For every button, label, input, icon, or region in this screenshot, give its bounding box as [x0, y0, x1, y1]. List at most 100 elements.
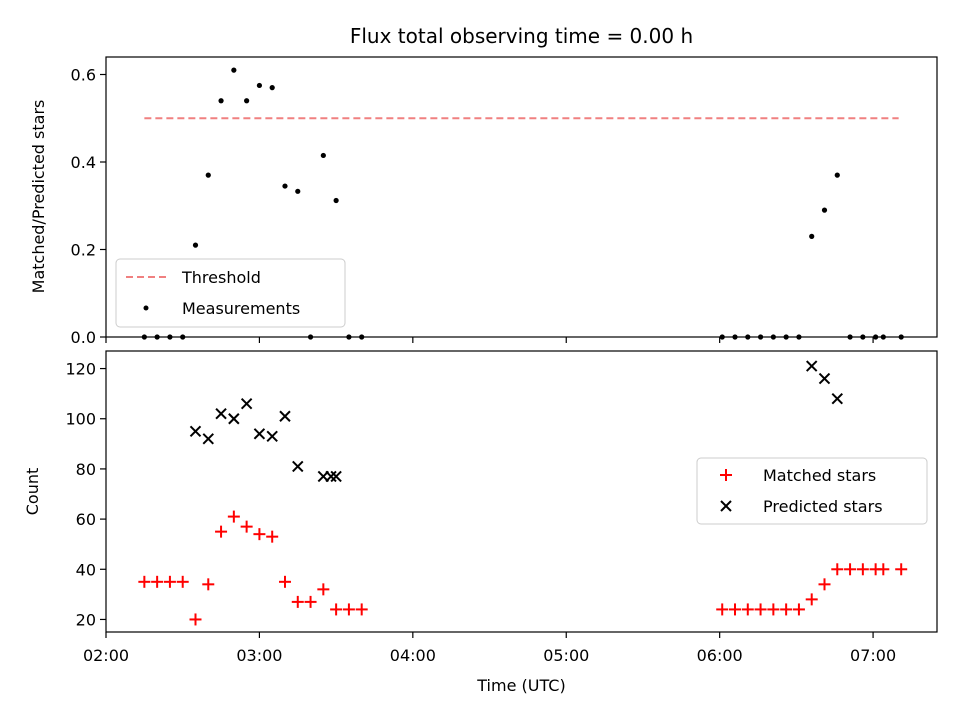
matched-stars-point [291, 595, 304, 608]
measurement-point [231, 67, 237, 73]
matched-stars-point [792, 603, 805, 616]
matched-stars-point [330, 603, 343, 616]
matched-stars-point [266, 530, 279, 543]
measurement-point [809, 233, 815, 239]
predicted-stars-point [325, 470, 337, 483]
measurement-point [256, 82, 263, 89]
matched-stars-point [831, 563, 844, 576]
predicted-stars-point [818, 372, 831, 385]
top-chart-title: Flux total observing time = 0.00 h [350, 24, 693, 48]
legend-predicted-label: Predicted stars [763, 497, 883, 516]
legend-predicted-swatch [720, 500, 732, 512]
matched-stars-point [189, 613, 202, 626]
matched-stars-point [215, 525, 228, 538]
measurement-point [320, 152, 326, 159]
x-tick-label: 03:00 [236, 646, 282, 665]
matched-stars-point [729, 603, 742, 616]
bottom-y-ticks: 20 40 60 80 100 120 [65, 360, 106, 629]
x-tick-label: 02:00 [83, 646, 129, 665]
y-tick-label: 40 [76, 560, 96, 579]
matched-stars-point [176, 575, 189, 588]
predicted-stars-point [292, 460, 304, 473]
bottom-legend-box [696, 457, 928, 525]
bottom-x-ticks: 02:00 03:00 04:00 05:00 06:00 07:00 [83, 632, 896, 665]
measurement-point [205, 172, 211, 178]
measurement-point [295, 188, 301, 194]
x-tick-label: 06:00 [697, 646, 743, 665]
predicted-stars-point [266, 430, 278, 443]
matched-stars-point [278, 575, 291, 588]
top-y-ticks: 0.0 0.2 0.4 0.6 [71, 66, 106, 347]
predicted-stars-point [215, 408, 227, 420]
measurement-point [821, 207, 828, 213]
top-legend-box [115, 258, 346, 328]
bottom-legend: Matched stars Predicted stars [696, 457, 928, 525]
matched-stars-point [767, 603, 780, 616]
matched-stars-point [138, 575, 151, 588]
matched-stars-point [317, 583, 330, 596]
predicted-stars-point [831, 392, 843, 405]
legend-measurements-swatch [143, 305, 149, 311]
measurement-point [244, 98, 250, 104]
matched-stars-point [856, 563, 869, 576]
matched-stars-point [355, 603, 368, 616]
bottom-plot-area [138, 360, 908, 626]
matched-stars-point [780, 603, 793, 616]
matched-stars-point [895, 563, 908, 576]
top-axes-frame [105, 56, 938, 338]
top-panel: Flux total observing time = 0.00 h Match… [29, 24, 938, 347]
legend-matched-label: Matched stars [763, 466, 876, 485]
legend-threshold-label: Threshold [181, 268, 261, 287]
y-tick-label: 0.0 [71, 328, 96, 347]
matched-stars-point [342, 603, 355, 616]
matched-stars-point [754, 603, 767, 616]
predicted-stars-point [806, 360, 818, 372]
matched-stars-point [163, 575, 176, 588]
predicted-stars-point [189, 425, 202, 437]
x-tick-label: 04:00 [390, 646, 436, 665]
top-x-ticks [105, 337, 874, 343]
y-tick-label: 0.6 [71, 66, 96, 85]
matched-stars-point [877, 563, 890, 576]
predicted-stars-point [253, 428, 266, 440]
measurement-point [269, 85, 275, 91]
y-tick-label: 20 [76, 610, 96, 629]
matched-stars-point [805, 593, 818, 606]
top-legend: Threshold Measurements [115, 258, 346, 328]
y-tick-label: 80 [76, 460, 96, 479]
measurement-point [282, 183, 288, 189]
bottom-axes-frame [105, 350, 938, 633]
matched-stars-point [202, 578, 215, 591]
matched-stars-point [304, 595, 317, 608]
bottom-panel: Count Time (UTC) 20 40 60 80 100 120 02:00 03:… [23, 350, 938, 695]
predicted-stars-point [240, 397, 253, 410]
bottom-y-axis-label: Count [23, 468, 42, 516]
matched-stars-point [253, 528, 266, 541]
matched-stars-point [151, 575, 164, 588]
predicted-stars-point [202, 433, 214, 445]
matched-stars-point [741, 603, 754, 616]
x-tick-label: 07:00 [850, 646, 896, 665]
y-tick-label: 60 [76, 510, 96, 529]
top-y-axis-label: Matched/Predicted stars [29, 100, 48, 294]
y-tick-label: 0.4 [71, 153, 96, 172]
legend-measurements-label: Measurements [182, 299, 300, 318]
y-tick-label: 0.2 [71, 241, 96, 260]
x-tick-label: 05:00 [543, 646, 589, 665]
y-tick-label: 100 [65, 410, 96, 429]
measurement-point [192, 242, 199, 248]
measurement-point [834, 172, 840, 178]
matched-stars-point [227, 510, 240, 523]
matched-stars-point [818, 578, 831, 591]
predicted-stars-point [330, 470, 342, 483]
y-tick-label: 120 [65, 360, 96, 379]
measurement-point [218, 98, 224, 104]
matched-stars-point [844, 563, 857, 576]
predicted-stars-point [228, 413, 240, 425]
predicted-stars-point [279, 410, 291, 422]
bottom-x-axis-label: Time (UTC) [476, 676, 565, 695]
matched-stars-point [716, 603, 729, 616]
legend-matched-swatch [720, 469, 732, 481]
matched-stars-point [240, 520, 253, 533]
